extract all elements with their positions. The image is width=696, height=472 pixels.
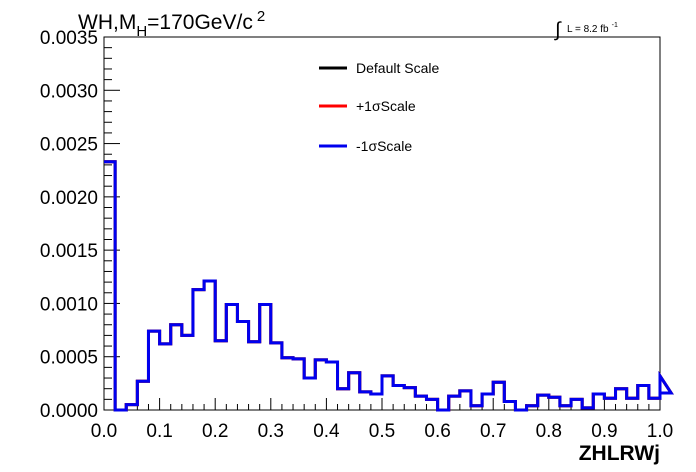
x-axis-title: ZHLRWj xyxy=(579,442,660,465)
legend-entry-minus1sigma: -1σScale xyxy=(319,138,412,154)
plot-frame xyxy=(103,36,661,411)
series-default-scale xyxy=(104,160,674,412)
y-tick-label: 0.0030 xyxy=(40,81,98,102)
y-tick-label: 0.0010 xyxy=(40,294,98,315)
axes: 0.0 0.1 0.2 0.3 0.4 0.5 0.6 0.7 0.8 0.9 1.0 0.0000 0… xyxy=(40,28,673,442)
y-tick-label: 0.0015 xyxy=(40,241,98,262)
x-tick-label: 0.6 xyxy=(424,421,450,442)
legend-entry-plus1sigma: +1σScale xyxy=(319,98,416,114)
luminosity-label: ∫ L = 8.2 fb -1 xyxy=(554,19,618,41)
series-layer xyxy=(104,160,674,412)
y-tick-label: 0.0020 xyxy=(40,188,98,209)
integral-symbol: ∫ xyxy=(554,19,562,41)
histogram-line xyxy=(104,160,674,412)
x-tick-label: 0.4 xyxy=(313,421,340,442)
lumi-value: L = 8.2 fb xyxy=(567,24,609,35)
x-tick-label: 0.7 xyxy=(480,421,506,442)
lumi-text: L = 8.2 fb -1 xyxy=(567,22,618,35)
histogram-line xyxy=(104,160,674,412)
legend-entry-default: Default Scale xyxy=(319,60,439,76)
y-tick-label: 0.0025 xyxy=(40,135,98,156)
x-tick-label: 0.1 xyxy=(146,421,172,442)
chart-title-subscript: H xyxy=(136,23,147,40)
x-tick-label: 0.2 xyxy=(202,421,228,442)
x-tick-label: 0.3 xyxy=(258,421,284,442)
chart-title: WH,MH=170GeV/c 2 xyxy=(78,8,265,40)
x-tick-label: 0.5 xyxy=(369,421,395,442)
legend: Default Scale +1σScale -1σScale xyxy=(319,60,439,154)
histogram-line xyxy=(104,160,674,412)
chart-title-rest: =170GeV/c xyxy=(147,11,253,34)
x-tick-label: 0.0 xyxy=(91,421,117,442)
chart-title-superscript: 2 xyxy=(257,8,265,25)
lumi-superscript: -1 xyxy=(612,22,618,29)
x-tick-label: 0.8 xyxy=(536,421,562,442)
chart-title-main: WH,M xyxy=(78,11,136,34)
legend-label-plus1sigma: +1σScale xyxy=(356,98,416,114)
x-tick-label: 1.0 xyxy=(647,421,673,442)
x-tick-label: 0.9 xyxy=(591,421,617,442)
legend-label-minus1sigma: -1σScale xyxy=(356,138,412,154)
y-tick-label: 0.0005 xyxy=(40,348,98,369)
legend-label-default: Default Scale xyxy=(356,60,439,76)
series-minus1sigma-scale xyxy=(104,160,674,412)
y-tick-label: 0.0000 xyxy=(40,401,98,422)
y-tick-label: 0.0035 xyxy=(40,28,98,49)
series-plus1sigma-scale xyxy=(104,160,674,412)
